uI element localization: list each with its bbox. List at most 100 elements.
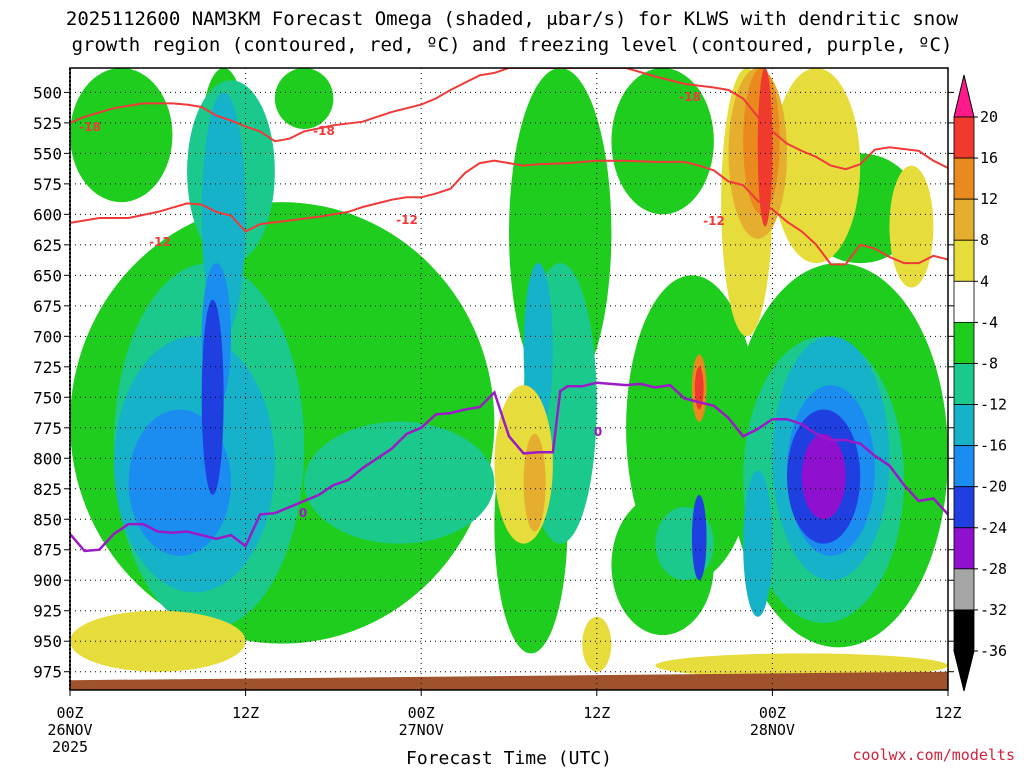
omega-region-m8 bbox=[611, 68, 714, 215]
y-axis: 500 525 550 575 600 625 650 675 700 725 750 775 800 8… bbox=[33, 83, 954, 682]
dgz-minus12-label: -12 bbox=[396, 213, 418, 227]
x-tick-label: 12Z bbox=[934, 704, 961, 722]
colorbar-label: 12 bbox=[980, 190, 998, 208]
y-tick-label: 900 bbox=[33, 571, 62, 590]
credit-text: coolwx.com/modelts bbox=[852, 746, 1015, 764]
y-tick-label: 775 bbox=[33, 419, 62, 438]
colorbar-label: -36 bbox=[980, 642, 1007, 660]
colorbar-label: 4 bbox=[980, 272, 989, 290]
y-tick-label: 700 bbox=[33, 327, 62, 346]
colorbar-label: -28 bbox=[980, 560, 1007, 578]
y-tick-label: 575 bbox=[33, 175, 62, 194]
colorbar-swatch bbox=[953, 239, 975, 282]
x-tick-year: 2025 bbox=[52, 738, 88, 756]
colorbar-swatch bbox=[953, 404, 975, 447]
x-tick-label: 00Z bbox=[56, 704, 83, 722]
colorbar-swatch bbox=[953, 116, 975, 159]
y-tick-label: 600 bbox=[33, 205, 62, 224]
omega-region-4 bbox=[582, 616, 612, 672]
freezing-level-label: 0 bbox=[299, 506, 307, 520]
x-tick-label: 12Z bbox=[583, 704, 610, 722]
omega-region-m16 bbox=[743, 470, 773, 617]
omega-region-4 bbox=[655, 653, 948, 678]
colorbar-label: 16 bbox=[980, 149, 998, 167]
y-tick-label: 625 bbox=[33, 236, 62, 255]
y-tick-label: 875 bbox=[33, 541, 62, 560]
colorbar-label: -12 bbox=[980, 396, 1007, 414]
x-tick-label: 12Z bbox=[232, 704, 259, 722]
chart-title-line1: 2025112600 NAM3KM Forecast Omega (shaded… bbox=[66, 8, 959, 30]
dgz-minus18-label: -18 bbox=[313, 124, 335, 138]
omega-region-m24 bbox=[201, 299, 224, 495]
freezing-level-label: 0 bbox=[594, 425, 602, 439]
colorbar-swatch bbox=[953, 321, 975, 364]
colorbar-swatch bbox=[953, 445, 975, 488]
colorbar-label: 8 bbox=[980, 231, 989, 249]
y-tick-label: 975 bbox=[33, 663, 62, 682]
terrain-layer bbox=[70, 671, 948, 690]
x-tick-date: 28NOV bbox=[750, 721, 795, 739]
colorbar-swatch bbox=[953, 486, 975, 529]
y-tick-label: 550 bbox=[33, 144, 62, 163]
dgz-minus18-contour bbox=[70, 68, 948, 171]
colorbar-label: -16 bbox=[980, 437, 1007, 455]
omega-region-m24 bbox=[691, 494, 707, 581]
colorbar-swatch bbox=[953, 280, 975, 323]
y-tick-label: 500 bbox=[33, 83, 62, 102]
omega-region-m8 bbox=[274, 68, 334, 129]
dgz-minus18-label: -18 bbox=[679, 90, 701, 104]
freezing-level-contour bbox=[70, 381, 948, 553]
y-tick-label: 825 bbox=[33, 480, 62, 499]
terrain-fill bbox=[70, 671, 948, 690]
omega-region-m8 bbox=[70, 68, 173, 203]
omega-region-8 bbox=[523, 433, 546, 532]
y-tick-label: 850 bbox=[33, 510, 62, 529]
colorbar-label: 20 bbox=[980, 108, 998, 126]
colorbar-swatch bbox=[953, 650, 975, 692]
y-tick-label: 650 bbox=[33, 266, 62, 285]
gridlines bbox=[70, 68, 948, 690]
y-tick-label: 925 bbox=[33, 602, 62, 621]
omega-region-4 bbox=[70, 610, 246, 672]
dgz-minus12-contour bbox=[70, 159, 948, 266]
colorbar-swatch bbox=[953, 74, 975, 118]
omega-region-16 bbox=[694, 366, 704, 410]
colorbar-label: -20 bbox=[980, 478, 1007, 496]
x-axis-title: Forecast Time (UTC) bbox=[406, 748, 612, 768]
omega-region-m28 bbox=[801, 433, 846, 520]
y-tick-label: 750 bbox=[33, 388, 62, 407]
y-tick-label: 675 bbox=[33, 297, 62, 316]
omega-region-4 bbox=[889, 165, 934, 288]
colorbar-swatch bbox=[953, 157, 975, 200]
x-tick-label: 00Z bbox=[759, 704, 786, 722]
colorbar-label: -4 bbox=[980, 313, 998, 331]
colorbar-swatch bbox=[953, 363, 975, 405]
contour-lines bbox=[70, 68, 948, 553]
colorbar-label: -24 bbox=[980, 519, 1007, 537]
x-tick-date: 26NOV bbox=[47, 721, 92, 739]
colorbar-swatch bbox=[953, 527, 975, 570]
colorbar-label: -32 bbox=[980, 601, 1007, 619]
x-tick-date: 27NOV bbox=[399, 721, 444, 739]
colorbar-swatch bbox=[953, 609, 975, 652]
contour-labels: -18 -18 -18 -12 -12 -12 0 0 bbox=[79, 90, 725, 520]
y-tick-label: 800 bbox=[33, 449, 62, 468]
colorbar-swatch bbox=[953, 198, 975, 241]
omega-region-16 bbox=[757, 68, 773, 227]
y-tick-label: 525 bbox=[33, 114, 62, 133]
dgz-minus18-label: -18 bbox=[79, 120, 101, 134]
omega-region-4 bbox=[772, 68, 861, 264]
dgz-minus12-label: -12 bbox=[703, 214, 725, 228]
x-tick-label: 00Z bbox=[408, 704, 435, 722]
dgz-minus12-label: -12 bbox=[149, 235, 171, 249]
colorbar: 20 16 12 8 4 -4 -8 -12 -16 -20 -24 -28 -32 -36 bbox=[953, 74, 1007, 692]
y-tick-label: 950 bbox=[33, 632, 62, 651]
omega-region-m12 bbox=[304, 421, 495, 544]
colorbar-label: -8 bbox=[980, 354, 998, 372]
plot-frame bbox=[69, 67, 949, 691]
chart-title-line2: growth region (contoured, red, ºC) and f… bbox=[72, 34, 953, 56]
y-tick-label: 725 bbox=[33, 358, 62, 377]
colorbar-swatch bbox=[953, 568, 975, 611]
